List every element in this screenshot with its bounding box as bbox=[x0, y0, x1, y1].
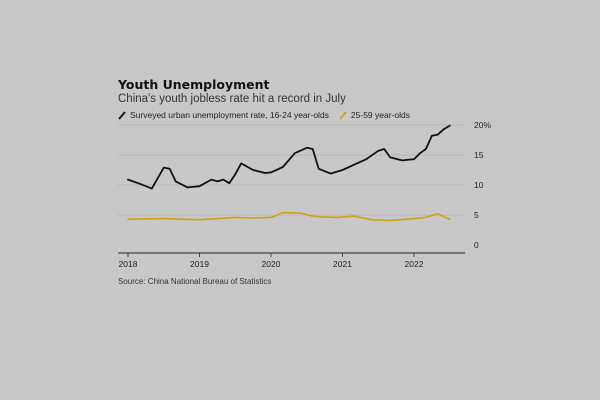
x-tick-label: 2019 bbox=[190, 259, 209, 269]
legend-label-youth: Surveyed urban unemployment rate, 16-24 … bbox=[130, 110, 329, 120]
y-tick-label: 10 bbox=[474, 180, 484, 190]
x-tick-label: 2022 bbox=[405, 259, 424, 269]
source-note: Source: China National Bureau of Statist… bbox=[118, 277, 272, 286]
legend-item-youth: Surveyed urban unemployment rate, 16-24 … bbox=[118, 110, 329, 120]
legend-label-adult: 25-59 year-olds bbox=[350, 110, 410, 120]
y-tick-label: 15 bbox=[474, 150, 484, 160]
legend-swatch-youth-icon bbox=[118, 110, 126, 120]
series-line-youth bbox=[127, 124, 451, 190]
legend-swatch-adult-icon bbox=[339, 110, 347, 120]
series-line-adult bbox=[127, 211, 451, 222]
chart-title: Youth Unemployment bbox=[118, 77, 270, 92]
legend: Surveyed urban unemployment rate, 16-24 … bbox=[118, 110, 420, 120]
chart-subtitle: China's youth jobless rate hit a record … bbox=[118, 93, 346, 105]
legend-item-adult: 25-59 year-olds bbox=[339, 110, 410, 120]
y-tick-label: 5 bbox=[474, 210, 479, 220]
x-tick-label: 2018 bbox=[119, 259, 138, 269]
y-tick-label: 0 bbox=[474, 240, 479, 250]
x-tick-label: 2021 bbox=[333, 259, 352, 269]
y-tick-label: 20% bbox=[474, 120, 491, 130]
x-tick-label: 2020 bbox=[262, 259, 281, 269]
